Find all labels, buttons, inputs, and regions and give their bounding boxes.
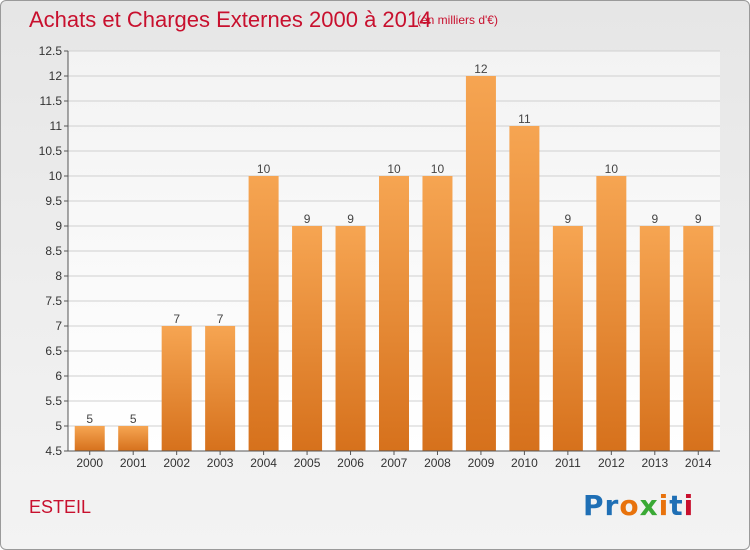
bar	[596, 176, 627, 451]
bar-value-label: 9	[695, 212, 702, 226]
bar	[465, 76, 496, 451]
x-tick-label: 2011	[555, 456, 581, 470]
x-tick-label: 2004	[250, 456, 277, 470]
bar-value-label: 9	[651, 212, 658, 226]
bar	[292, 226, 323, 451]
bar	[379, 176, 409, 451]
bar	[552, 226, 583, 451]
bar-value-label: 7	[173, 312, 180, 326]
brand-letter: t	[669, 489, 684, 522]
bar-value-label: 9	[304, 212, 311, 226]
bar	[683, 226, 714, 451]
bar-value-label: 10	[257, 162, 271, 176]
y-tick-label: 6.5	[45, 344, 62, 358]
x-tick-label: 2001	[120, 456, 147, 470]
x-tick-label: 2014	[685, 456, 712, 470]
y-tick-label: 9	[55, 219, 62, 233]
y-tick-label: 12.5	[39, 44, 63, 58]
x-tick-label: 2013	[641, 456, 668, 470]
y-tick-label: 5	[55, 419, 62, 433]
x-tick-label: 2008	[424, 456, 451, 470]
y-tick-label: 11	[50, 119, 63, 133]
y-tick-label: 4.5	[45, 444, 62, 458]
bar-value-label: 9	[565, 212, 572, 226]
brand-letter: P	[583, 489, 605, 522]
x-tick-label: 2009	[468, 456, 495, 470]
chart-title: Achats et Charges Externes 2000 à 2014	[29, 7, 432, 32]
brand-letter: x	[639, 489, 659, 522]
x-tick-label: 2002	[163, 456, 190, 470]
brand-logo: Proxiti	[583, 489, 694, 522]
chart-unit: (en milliers d'€)	[417, 13, 498, 27]
bar	[422, 176, 453, 451]
bar	[248, 176, 279, 451]
bar-value-label: 10	[431, 162, 445, 176]
x-tick-label: 2006	[337, 456, 364, 470]
bar	[118, 426, 149, 451]
y-tick-label: 10.5	[39, 144, 63, 158]
bar-chart: 4.5 5 5.5 6 6.5 7 7.5 8 8.5 9 9.5 10 10.5 11 11.5 12 12.…	[39, 44, 720, 470]
bar-value-label: 12	[474, 62, 488, 76]
y-tick-label: 12	[49, 69, 63, 83]
x-tick-label: 2010	[511, 456, 538, 470]
bar	[74, 426, 105, 451]
brand-letter: r	[604, 489, 620, 522]
bar-value-label: 10	[387, 162, 401, 176]
x-tick-label: 2007	[381, 456, 408, 470]
bar	[639, 226, 670, 451]
bar	[161, 326, 192, 451]
brand-letter: i	[683, 489, 695, 522]
bar-value-label: 5	[130, 412, 137, 426]
bar	[509, 126, 540, 451]
bar-value-label: 7	[217, 312, 224, 326]
x-tick-label: 2000	[76, 456, 103, 470]
bar-value-label: 11	[518, 112, 531, 126]
y-tick-label: 8	[55, 269, 62, 283]
y-tick-label: 7.5	[45, 294, 62, 308]
bar-value-label: 9	[347, 212, 354, 226]
brand-letter: o	[619, 489, 640, 522]
y-tick-label: 8.5	[45, 244, 62, 258]
x-tick-label: 2003	[207, 456, 234, 470]
y-tick-label: 11.5	[40, 94, 63, 108]
bar-value-label: 10	[605, 162, 619, 176]
bar	[335, 226, 366, 451]
y-tick-label: 6	[55, 369, 62, 383]
y-tick-label: 5.5	[45, 394, 62, 408]
y-tick-label: 9.5	[45, 194, 62, 208]
y-tick-label: 7	[55, 319, 62, 333]
bar-value-label: 5	[86, 412, 93, 426]
commune-name: ESTEIL	[29, 497, 92, 517]
y-tick-label: 10	[49, 169, 63, 183]
x-tick-label: 2005	[294, 456, 321, 470]
x-tick-label: 2012	[598, 456, 625, 470]
brand-letter: i	[658, 489, 670, 522]
bar	[205, 326, 236, 451]
